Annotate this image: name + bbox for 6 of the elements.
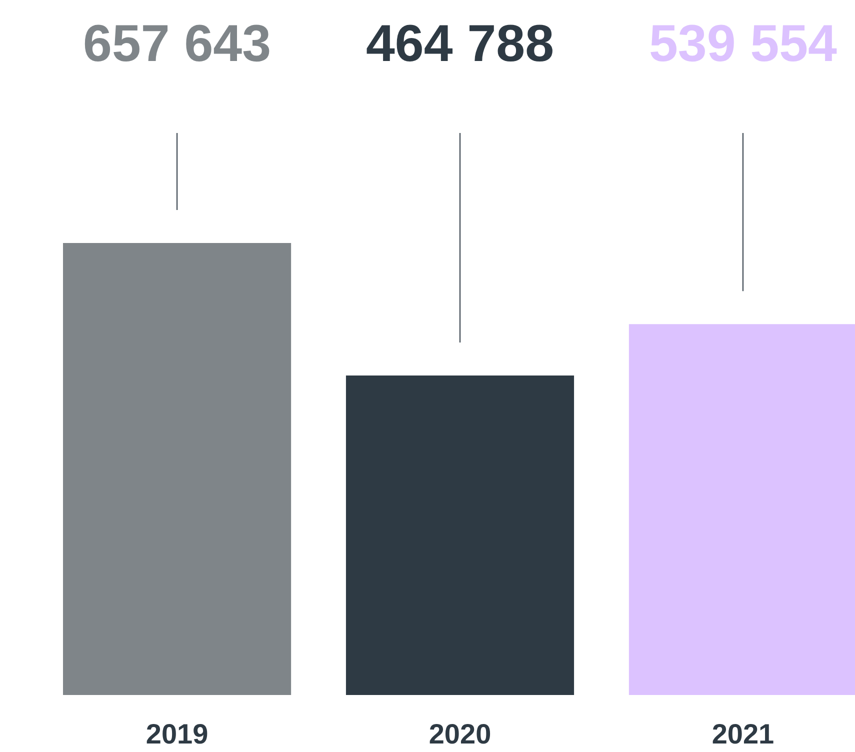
- data-label: 464 788: [366, 15, 554, 73]
- x-tick-label: 2020: [428, 718, 492, 750]
- x-tick-label: 2019: [146, 718, 208, 750]
- x-tick-label: 2021: [712, 718, 774, 750]
- data-label: 657 643: [83, 15, 272, 73]
- data-label: 539 554: [648, 15, 838, 73]
